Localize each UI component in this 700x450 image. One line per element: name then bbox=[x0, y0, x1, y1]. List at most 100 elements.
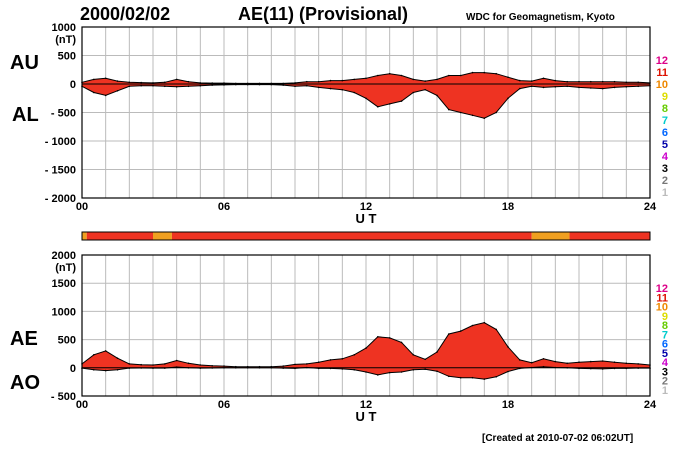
point-ae bbox=[329, 359, 332, 361]
point-ae bbox=[578, 361, 580, 364]
point-al bbox=[140, 84, 142, 87]
point-au bbox=[436, 78, 438, 81]
point-al bbox=[400, 100, 403, 102]
point-au bbox=[424, 80, 427, 82]
legend-station-count: 3 bbox=[662, 163, 668, 175]
point-al bbox=[483, 117, 486, 119]
point-al bbox=[353, 91, 356, 94]
point-ao bbox=[341, 368, 344, 370]
point-al bbox=[199, 84, 202, 87]
legend-station-count: 10 bbox=[656, 79, 668, 91]
point-al bbox=[519, 87, 521, 90]
point-au bbox=[377, 74, 379, 77]
point-al bbox=[495, 111, 498, 114]
point-ae bbox=[140, 363, 142, 366]
point-au bbox=[104, 77, 107, 80]
station-bar-segment bbox=[171, 232, 532, 240]
point-au bbox=[329, 79, 332, 82]
point-ae bbox=[175, 359, 178, 362]
point-ao bbox=[377, 374, 379, 376]
point-al bbox=[436, 94, 438, 97]
y-axis-unit: (nT) bbox=[55, 262, 76, 274]
point-al bbox=[542, 86, 545, 89]
date-label: 2000/02/02 bbox=[80, 4, 171, 24]
y-tick-label: - 1500 bbox=[45, 165, 76, 177]
y-tick-label: 0 bbox=[70, 79, 76, 91]
point-au bbox=[128, 81, 131, 84]
point-ae bbox=[424, 358, 427, 361]
point-ae bbox=[554, 360, 557, 363]
point-ao bbox=[459, 376, 462, 379]
legend-station-count: 12 bbox=[656, 55, 668, 67]
station-bar-segment bbox=[82, 232, 87, 240]
x-tick-label: 24 bbox=[644, 201, 657, 213]
point-au bbox=[187, 80, 190, 83]
point-au bbox=[412, 78, 415, 81]
legend-station-count: 5 bbox=[662, 139, 668, 151]
point-ae bbox=[388, 337, 391, 339]
point-al bbox=[471, 114, 474, 117]
point-al bbox=[566, 85, 568, 88]
point-ao bbox=[471, 376, 474, 379]
point-ae bbox=[199, 364, 202, 366]
al-label: AL bbox=[12, 104, 39, 126]
area-ae bbox=[82, 322, 650, 368]
y-tick-label: 0 bbox=[70, 363, 76, 375]
point-al bbox=[554, 86, 557, 88]
legend-station-count: 9 bbox=[662, 311, 668, 323]
x-axis-label: U T bbox=[356, 409, 377, 424]
point-ae bbox=[412, 354, 415, 356]
y-tick-label: 1500 bbox=[52, 278, 76, 290]
point-ae bbox=[519, 359, 521, 361]
point-ae bbox=[566, 362, 568, 365]
x-axis-label: U T bbox=[356, 211, 377, 226]
point-al bbox=[211, 84, 213, 86]
point-ao bbox=[542, 365, 545, 368]
point-al bbox=[377, 106, 379, 108]
legend-station-count: 7 bbox=[662, 329, 668, 341]
point-au bbox=[542, 77, 545, 80]
point-au bbox=[578, 80, 580, 83]
point-al bbox=[507, 97, 509, 100]
point-ao bbox=[436, 370, 438, 373]
point-au bbox=[388, 72, 391, 75]
figure-title: AE(11) (Provisional) bbox=[238, 4, 409, 24]
point-au bbox=[495, 72, 498, 75]
point-ae bbox=[377, 336, 379, 338]
point-ao bbox=[412, 369, 415, 371]
y-tick-label: 2000 bbox=[52, 250, 76, 262]
x-tick-label: 12 bbox=[360, 399, 372, 411]
point-ae bbox=[93, 354, 95, 356]
ao-label: AO bbox=[10, 372, 40, 394]
point-au bbox=[530, 80, 533, 82]
point-au bbox=[199, 82, 202, 84]
station-bar-segment bbox=[86, 232, 153, 240]
point-au bbox=[317, 80, 320, 83]
point-au bbox=[507, 76, 509, 78]
point-ao bbox=[116, 369, 119, 371]
point-ae bbox=[282, 365, 285, 367]
point-al bbox=[341, 88, 344, 91]
legend-station-count: 6 bbox=[662, 339, 668, 351]
legend-station-count: 4 bbox=[662, 151, 669, 163]
point-al bbox=[329, 87, 332, 90]
point-au bbox=[459, 74, 462, 77]
x-tick-label: 18 bbox=[502, 201, 514, 213]
point-ao bbox=[495, 376, 498, 378]
ae-label: AE bbox=[10, 328, 38, 350]
legend-station-count: 12 bbox=[656, 283, 668, 295]
point-au bbox=[294, 82, 296, 84]
point-al bbox=[388, 103, 391, 105]
created-timestamp: [Created at 2010-07-02 06:02UT] bbox=[482, 433, 634, 444]
point-ae bbox=[483, 321, 486, 324]
x-tick-label: 12 bbox=[360, 201, 372, 213]
legend-station-count: 2 bbox=[662, 175, 668, 187]
legend-station-count: 8 bbox=[662, 320, 668, 332]
point-al bbox=[116, 90, 119, 92]
station-bar-frame bbox=[81, 231, 651, 241]
station-bar-segment bbox=[569, 232, 650, 240]
station-bar-segment bbox=[531, 232, 570, 240]
point-ae bbox=[590, 360, 592, 363]
